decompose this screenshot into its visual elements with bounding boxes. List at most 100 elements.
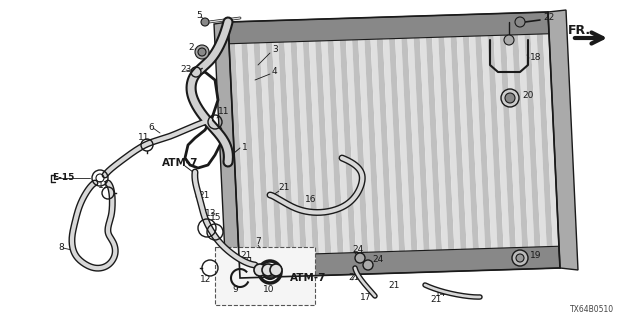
Circle shape	[363, 260, 373, 270]
Text: 10: 10	[263, 285, 275, 294]
Polygon shape	[406, 16, 424, 272]
Polygon shape	[308, 19, 326, 276]
Text: 12: 12	[200, 276, 211, 284]
Text: 24: 24	[352, 245, 364, 254]
Polygon shape	[382, 17, 400, 273]
Text: 23: 23	[180, 66, 191, 75]
Polygon shape	[234, 22, 252, 278]
Polygon shape	[246, 21, 264, 277]
Text: 11: 11	[138, 133, 150, 142]
Text: 21: 21	[198, 190, 209, 199]
Polygon shape	[511, 13, 529, 269]
Polygon shape	[499, 13, 517, 269]
Polygon shape	[320, 19, 339, 275]
Polygon shape	[400, 16, 419, 273]
Polygon shape	[444, 15, 461, 271]
Text: 15: 15	[210, 213, 221, 222]
Text: 7: 7	[255, 237, 260, 246]
Polygon shape	[536, 12, 554, 268]
Polygon shape	[431, 15, 449, 272]
Polygon shape	[529, 12, 548, 268]
Polygon shape	[259, 21, 277, 277]
Polygon shape	[289, 20, 308, 276]
Text: 6: 6	[148, 124, 154, 132]
Polygon shape	[517, 13, 536, 269]
Circle shape	[516, 254, 524, 262]
Polygon shape	[369, 17, 388, 274]
Polygon shape	[468, 14, 486, 270]
Polygon shape	[253, 21, 271, 277]
Text: ATM-7: ATM-7	[290, 273, 326, 283]
Polygon shape	[437, 15, 456, 271]
Text: 21: 21	[278, 183, 289, 193]
Circle shape	[504, 35, 514, 45]
Text: 13: 13	[205, 209, 216, 218]
Text: 1: 1	[242, 142, 248, 151]
Circle shape	[201, 18, 209, 26]
Polygon shape	[314, 19, 332, 275]
Circle shape	[355, 253, 365, 263]
Circle shape	[512, 250, 528, 266]
Polygon shape	[394, 17, 412, 273]
Polygon shape	[228, 12, 549, 44]
Polygon shape	[345, 18, 363, 274]
Polygon shape	[474, 14, 492, 270]
Polygon shape	[265, 21, 283, 277]
Polygon shape	[462, 14, 480, 271]
Polygon shape	[413, 16, 431, 272]
Polygon shape	[542, 12, 560, 268]
Circle shape	[270, 264, 282, 276]
Text: FR.: FR.	[568, 23, 591, 36]
Text: 8: 8	[58, 244, 64, 252]
Polygon shape	[284, 20, 301, 276]
Text: ATM-7: ATM-7	[162, 158, 198, 168]
Polygon shape	[357, 18, 376, 274]
Text: 2: 2	[188, 43, 194, 52]
Text: 9: 9	[232, 285, 237, 294]
Polygon shape	[548, 10, 578, 270]
Polygon shape	[364, 18, 381, 274]
Text: 20: 20	[522, 92, 533, 100]
Text: 17: 17	[360, 293, 371, 302]
Text: 21: 21	[388, 281, 399, 290]
Polygon shape	[228, 22, 246, 278]
Polygon shape	[425, 16, 443, 272]
Polygon shape	[486, 14, 504, 270]
Text: 21: 21	[242, 258, 253, 267]
Text: TX64B0510: TX64B0510	[570, 306, 614, 315]
Text: 3: 3	[272, 45, 278, 54]
Polygon shape	[333, 19, 351, 275]
Circle shape	[262, 264, 274, 276]
Polygon shape	[214, 22, 240, 278]
Circle shape	[501, 89, 519, 107]
Text: 16: 16	[305, 196, 317, 204]
Text: 21: 21	[240, 251, 252, 260]
Text: 11: 11	[98, 181, 109, 190]
Circle shape	[505, 93, 515, 103]
FancyBboxPatch shape	[215, 247, 315, 305]
Polygon shape	[388, 17, 406, 273]
Text: 21: 21	[430, 295, 442, 305]
Text: 18: 18	[530, 53, 541, 62]
Polygon shape	[302, 20, 320, 276]
Polygon shape	[271, 20, 289, 277]
Polygon shape	[326, 19, 344, 275]
Text: 22: 22	[543, 13, 554, 22]
Polygon shape	[240, 21, 259, 278]
Polygon shape	[376, 17, 394, 273]
Polygon shape	[277, 20, 296, 276]
Polygon shape	[505, 13, 523, 269]
Polygon shape	[449, 15, 468, 271]
Polygon shape	[419, 16, 437, 272]
Text: 21: 21	[348, 274, 360, 283]
Text: E-15: E-15	[52, 172, 74, 181]
Polygon shape	[524, 12, 541, 269]
Polygon shape	[296, 20, 314, 276]
Circle shape	[515, 17, 525, 27]
Text: 5: 5	[196, 11, 202, 20]
Polygon shape	[480, 14, 499, 270]
Text: 24: 24	[372, 255, 383, 265]
Text: 4: 4	[272, 68, 278, 76]
Circle shape	[254, 264, 266, 276]
Circle shape	[195, 45, 209, 59]
